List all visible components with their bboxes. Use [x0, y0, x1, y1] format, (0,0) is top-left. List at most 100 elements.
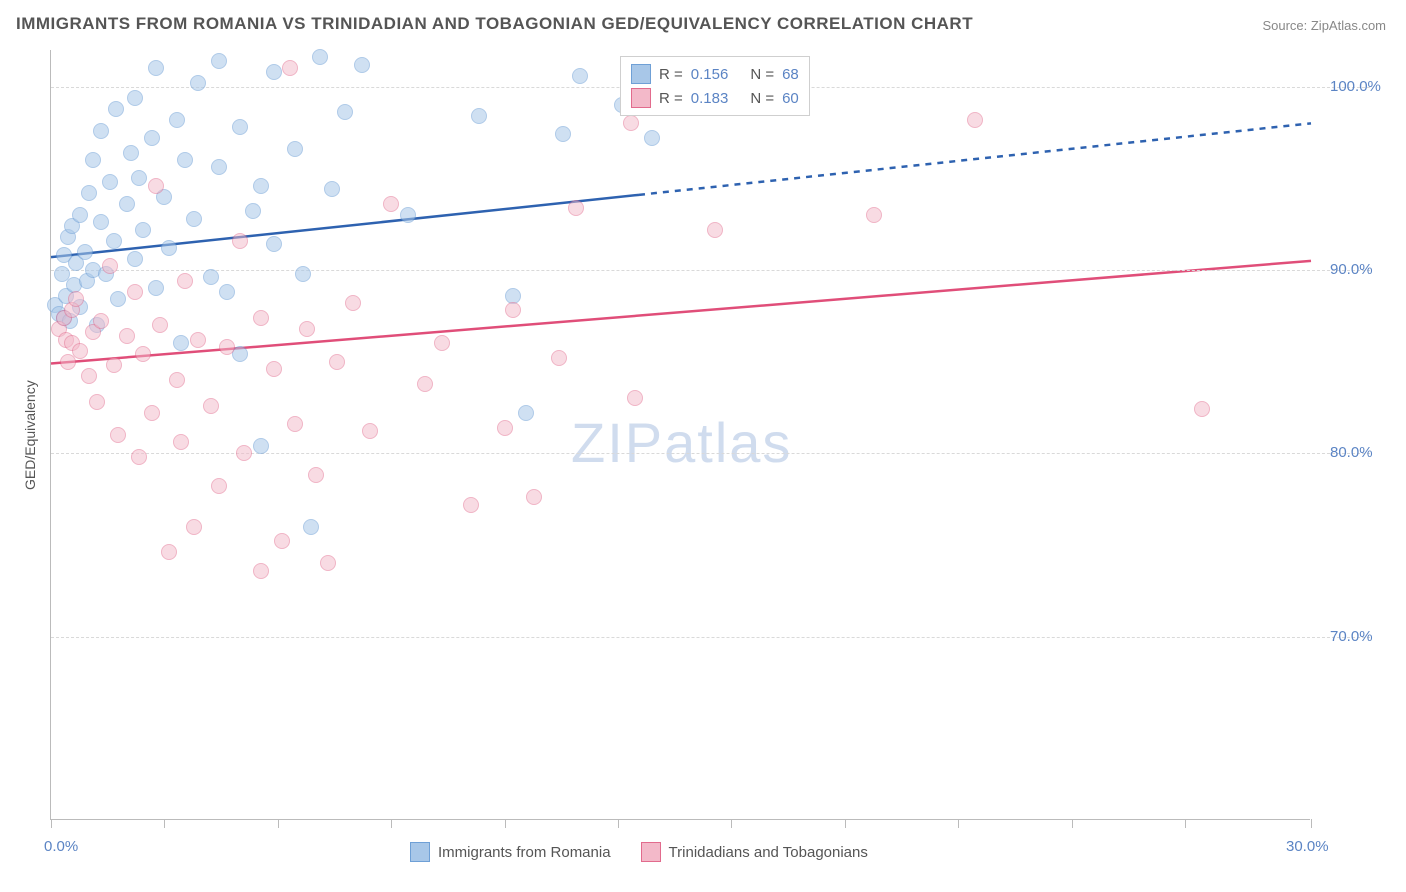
data-point-romania — [303, 519, 319, 535]
data-point-romania — [572, 68, 588, 84]
data-point-trinidad — [219, 339, 235, 355]
correlation-row-romania: R = 0.156N = 68 — [631, 62, 799, 86]
data-point-trinidad — [287, 416, 303, 432]
data-point-romania — [93, 123, 109, 139]
data-point-romania — [400, 207, 416, 223]
data-point-trinidad — [106, 357, 122, 373]
data-point-romania — [108, 101, 124, 117]
regression-extension-romania — [639, 123, 1311, 194]
x-tick-label: 0.0% — [44, 838, 78, 855]
x-tick — [1072, 819, 1073, 828]
data-point-trinidad — [434, 335, 450, 351]
data-point-romania — [119, 196, 135, 212]
data-point-romania — [253, 178, 269, 194]
data-point-trinidad — [282, 60, 298, 76]
data-point-trinidad — [526, 489, 542, 505]
data-point-trinidad — [81, 368, 97, 384]
data-point-romania — [219, 284, 235, 300]
data-point-romania — [123, 145, 139, 161]
x-tick — [1185, 819, 1186, 828]
y-tick-label: 100.0% — [1330, 78, 1381, 95]
data-point-trinidad — [568, 200, 584, 216]
data-point-romania — [295, 266, 311, 282]
data-point-trinidad — [320, 555, 336, 571]
data-point-romania — [266, 236, 282, 252]
data-point-romania — [287, 141, 303, 157]
data-point-trinidad — [177, 273, 193, 289]
data-point-trinidad — [161, 544, 177, 560]
data-point-trinidad — [266, 361, 282, 377]
data-point-trinidad — [417, 376, 433, 392]
data-point-romania — [518, 405, 534, 421]
data-point-trinidad — [186, 519, 202, 535]
data-point-romania — [266, 64, 282, 80]
y-tick-label: 80.0% — [1330, 444, 1373, 461]
n-label: N = — [750, 90, 774, 107]
data-point-trinidad — [967, 112, 983, 128]
data-point-romania — [93, 214, 109, 230]
data-point-romania — [161, 240, 177, 256]
data-point-trinidad — [308, 467, 324, 483]
x-tick-label: 30.0% — [1286, 838, 1329, 855]
data-point-trinidad — [362, 423, 378, 439]
data-point-romania — [127, 251, 143, 267]
x-tick — [51, 819, 52, 828]
data-point-trinidad — [60, 354, 76, 370]
data-point-trinidad — [623, 115, 639, 131]
data-point-romania — [505, 288, 521, 304]
x-tick — [958, 819, 959, 828]
n-value-romania: 68 — [782, 66, 799, 83]
watermark-thin: atlas — [664, 411, 792, 474]
y-tick-label: 90.0% — [1330, 261, 1373, 278]
swatch-trinidad — [641, 842, 661, 862]
watermark: ZIPatlas — [571, 410, 792, 475]
data-point-romania — [148, 60, 164, 76]
data-point-romania — [77, 244, 93, 260]
data-point-trinidad — [253, 310, 269, 326]
x-tick — [391, 819, 392, 828]
data-point-trinidad — [102, 258, 118, 274]
x-tick — [278, 819, 279, 828]
y-axis-label: GED/Equivalency — [22, 380, 38, 490]
data-point-romania — [135, 222, 151, 238]
data-point-romania — [190, 75, 206, 91]
data-point-romania — [555, 126, 571, 142]
data-point-romania — [203, 269, 219, 285]
legend-item-romania: Immigrants from Romania — [410, 842, 611, 862]
correlation-row-trinidad: R = 0.183N = 60 — [631, 86, 799, 110]
data-point-trinidad — [152, 317, 168, 333]
data-point-trinidad — [551, 350, 567, 366]
x-tick — [731, 819, 732, 828]
data-point-romania — [211, 53, 227, 69]
data-point-romania — [232, 119, 248, 135]
y-tick-label: 70.0% — [1330, 628, 1373, 645]
legend-item-trinidad: Trinidadians and Tobagonians — [641, 842, 868, 862]
data-point-romania — [324, 181, 340, 197]
data-point-trinidad — [119, 328, 135, 344]
x-tick — [618, 819, 619, 828]
data-point-trinidad — [232, 233, 248, 249]
data-point-trinidad — [144, 405, 160, 421]
data-point-trinidad — [93, 313, 109, 329]
x-tick — [164, 819, 165, 828]
legend-label-romania: Immigrants from Romania — [438, 844, 611, 861]
data-point-romania — [471, 108, 487, 124]
data-point-trinidad — [497, 420, 513, 436]
data-point-trinidad — [190, 332, 206, 348]
regression-lines-layer — [51, 50, 1310, 819]
data-point-trinidad — [72, 343, 88, 359]
data-point-romania — [337, 104, 353, 120]
plot-area: ZIPatlas — [50, 50, 1310, 820]
r-label: R = — [659, 66, 683, 83]
swatch-trinidad — [631, 88, 651, 108]
data-point-trinidad — [148, 178, 164, 194]
data-point-romania — [354, 57, 370, 73]
data-point-romania — [245, 203, 261, 219]
data-point-romania — [81, 185, 97, 201]
data-point-romania — [144, 130, 160, 146]
r-value-romania: 0.156 — [691, 66, 729, 83]
data-point-trinidad — [131, 449, 147, 465]
data-point-trinidad — [866, 207, 882, 223]
series-legend: Immigrants from Romania Trinidadians and … — [410, 842, 868, 862]
n-value-trinidad: 60 — [782, 90, 799, 107]
